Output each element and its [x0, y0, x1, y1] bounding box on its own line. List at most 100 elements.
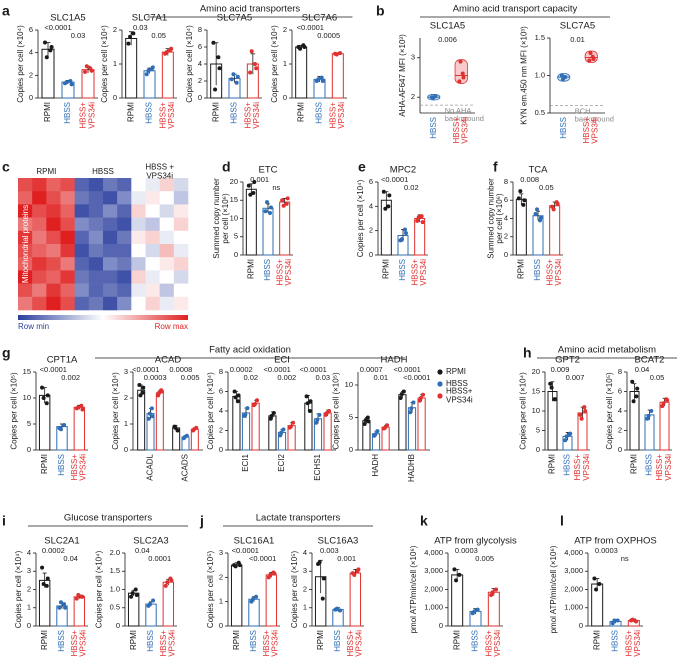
data-point: [149, 406, 154, 411]
heatmap-cell: [131, 296, 146, 311]
data-point: [268, 211, 272, 216]
y-tick-label: 6: [504, 195, 508, 204]
data-point: [268, 572, 273, 577]
data-point: [243, 412, 248, 417]
y-tick-label: 4: [198, 59, 202, 68]
y-tick-label: 2: [124, 393, 128, 402]
data-point: [68, 79, 73, 83]
y-axis-label: Copies per cell (×10⁴): [14, 550, 23, 628]
y-tick-label: 2: [219, 425, 223, 434]
heatmap-cell: [32, 283, 47, 298]
bar: [549, 205, 561, 256]
x-tick-label: HBSS+VPS34i: [485, 630, 503, 657]
y-tick-label: 0.5: [535, 108, 545, 117]
x-tick-label: RPMI: [592, 630, 601, 650]
y-axis-label: Copies per cell (×10⁴): [16, 25, 25, 103]
y-tick-label: 2: [219, 572, 223, 581]
heatmap-cell: [46, 270, 61, 284]
heatmap-cell: [103, 283, 118, 298]
data-point: [399, 392, 404, 397]
x-tick-label: HBSS+VPS34i: [79, 102, 97, 129]
heatmap-cell: [103, 204, 118, 218]
heatmap-cell: [46, 244, 61, 258]
y-tick-label: 5: [536, 425, 540, 434]
data-point: [460, 71, 465, 76]
x-tick-label: HBSS: [611, 630, 620, 652]
heatmap-cell: [131, 191, 146, 205]
panel-letter: i: [2, 513, 6, 529]
y-axis-label: Mitochondrial proteins: [21, 205, 30, 283]
data-point: [518, 189, 523, 194]
heatmap-cell: [32, 244, 47, 258]
p-value: 0.04: [135, 546, 150, 555]
data-point: [539, 215, 543, 220]
data-point: [421, 392, 426, 397]
heatmap-cell: [159, 244, 175, 258]
heatmap-cell: [18, 296, 33, 311]
x-tick-label: RPMI: [246, 259, 255, 279]
chart-title: SLC2A3: [133, 536, 168, 547]
y-tick-label: 6: [219, 386, 223, 395]
x-tick-label: HBSS: [471, 630, 480, 652]
data-point: [591, 57, 596, 61]
y-tick-label: 1: [219, 597, 223, 606]
y-tick-label: 20: [532, 367, 540, 376]
heatmap-cell: [103, 270, 118, 284]
data-point: [338, 608, 343, 613]
heatmap-cell: [145, 296, 160, 311]
p-value: 0.03: [71, 31, 86, 40]
bar: [398, 394, 407, 451]
heatmap-cell: [145, 191, 160, 205]
y-tick-label: 10: [532, 406, 540, 415]
heatmap-cell: [88, 296, 104, 311]
x-tick-label: RPMI: [381, 259, 390, 279]
y-tick-label: 1: [283, 59, 287, 68]
p-value: <0.0001: [232, 546, 259, 555]
y-tick-label: 5: [27, 419, 31, 428]
heatmap-cell: [32, 257, 47, 271]
p-value: 0.03: [133, 23, 148, 32]
data-point: [173, 425, 178, 430]
chart-title: MPC2: [390, 165, 416, 176]
data-point: [49, 45, 54, 49]
p-value: 0.05: [539, 183, 554, 192]
heatmap-cell: [117, 191, 132, 205]
heatmap-cell: [103, 230, 118, 245]
data-point: [249, 49, 254, 54]
p-value: 0.05: [151, 31, 166, 40]
heatmap-cell: [103, 191, 118, 205]
heatmap-cell: [117, 270, 132, 284]
x-tick-label: HBSS+VPS34i: [582, 117, 600, 144]
data-point: [211, 40, 216, 45]
heatmap-cell: [103, 244, 118, 258]
section-header: Glucose transporters: [64, 513, 152, 524]
data-point: [383, 206, 388, 211]
y-tick-label: 15: [23, 367, 31, 376]
y-tick-label: 6: [198, 42, 202, 51]
bar: [230, 564, 243, 627]
y-tick-label: 0: [219, 621, 223, 630]
data-point: [594, 587, 599, 592]
x-tick-label: HBSS+VPS34i: [346, 630, 364, 657]
heatmap-cell: [117, 204, 132, 218]
y-tick-label: 5: [234, 232, 238, 241]
data-point: [280, 198, 285, 203]
data-point: [235, 399, 240, 404]
data-point: [533, 211, 538, 216]
bar: [532, 215, 544, 256]
data-point: [74, 596, 79, 601]
data-point: [548, 381, 553, 386]
p-value: 0.0005: [317, 31, 340, 40]
chart-title: SLC7A6: [302, 13, 337, 24]
x-tick-label: HBSS+VPS34i: [275, 259, 293, 286]
bar: [268, 415, 277, 451]
data-point: [307, 409, 312, 413]
heatmap-cell: [18, 270, 33, 284]
y-tick-label: 0: [283, 93, 287, 102]
y-tick-label: 3: [27, 566, 31, 575]
data-point: [269, 413, 274, 418]
data-point: [147, 602, 152, 607]
data-point: [281, 203, 286, 208]
data-point: [420, 220, 425, 225]
y-tick-label: 8: [618, 367, 622, 376]
